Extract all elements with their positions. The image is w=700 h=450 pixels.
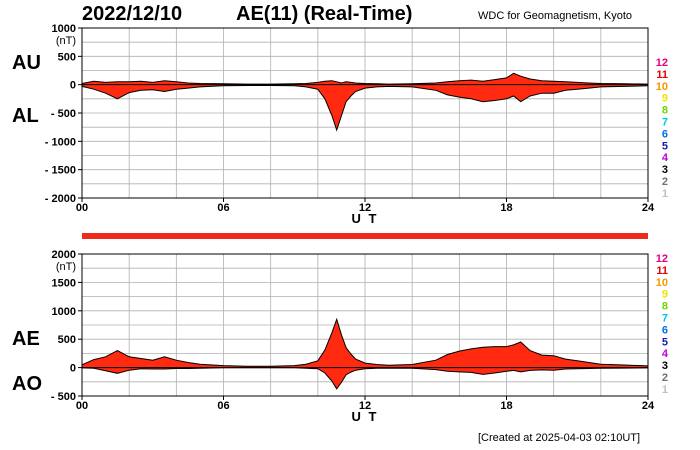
x-tick-label: 06 — [217, 202, 229, 214]
series-line-al — [81, 85, 649, 132]
hour-legend-item: 2 — [662, 372, 668, 384]
y-tick-label: - 500 — [51, 108, 76, 120]
hour-legend-item: 4 — [662, 348, 669, 360]
hour-legend-item: 12 — [656, 253, 668, 265]
hour-legend-item: 8 — [662, 105, 668, 117]
x-axis-label: U T — [352, 409, 379, 424]
hour-legend-item: 8 — [662, 301, 668, 313]
chart-date: 2022/12/10 — [82, 3, 183, 25]
y-tick-label: 2000 — [52, 249, 76, 261]
chart-title: AE(11) (Real-Time) — [236, 3, 413, 25]
panel-0: 1000 500 0 - 500 - 1000 - 1500 - 2000 (nT) 00 06 1… — [45, 23, 669, 226]
series-line-ao — [81, 367, 649, 390]
y-tick-label: - 500 — [51, 391, 76, 403]
x-tick-label: 12 — [359, 400, 371, 412]
hour-legend-item: 7 — [662, 313, 668, 325]
x-tick-label: 18 — [500, 202, 512, 214]
hour-legend-item: 5 — [662, 140, 668, 152]
y-tick-label: 0 — [70, 80, 76, 92]
hour-legend-item: 6 — [662, 128, 668, 140]
x-tick-label: 24 — [642, 400, 655, 412]
y-tick-label: 1000 — [52, 306, 76, 318]
x-tick-label: 00 — [76, 202, 88, 214]
hour-legend-item: 3 — [662, 360, 668, 372]
y-unit-label: (nT) — [56, 261, 76, 273]
hour-legend-item: 7 — [662, 117, 668, 129]
series-line-ae — [81, 317, 649, 367]
data-source: WDC for Geomagnetism, Kyoto — [478, 10, 633, 22]
created-timestamp: [Created at 2025-04-03 02:10UT] — [478, 432, 641, 444]
ae-label: AE — [12, 328, 40, 350]
y-tick-label: 1500 — [52, 277, 76, 289]
y-tick-label: - 1000 — [45, 136, 76, 148]
x-tick-label: 06 — [217, 400, 229, 412]
y-tick-label: - 2000 — [45, 193, 76, 205]
hour-legend-item: 11 — [656, 265, 668, 277]
series-area — [82, 73, 648, 130]
y-tick-label: 500 — [58, 334, 76, 346]
x-tick-label: 12 — [359, 202, 371, 214]
hour-legend-item: 1 — [662, 188, 668, 200]
hour-legend-item: 10 — [656, 81, 668, 93]
ao-label: AO — [12, 373, 42, 395]
x-axis-label: U T — [352, 211, 379, 226]
y-tick-label: 1000 — [52, 23, 76, 35]
status-bar — [82, 233, 648, 239]
au-label: AU — [12, 52, 41, 74]
hour-legend-item: 4 — [662, 152, 669, 164]
hour-legend-item: 11 — [656, 69, 668, 81]
x-tick-label: 18 — [500, 400, 512, 412]
y-tick-label: 500 — [58, 51, 76, 63]
y-unit-label: (nT) — [56, 35, 76, 47]
hour-legend-item: 9 — [662, 93, 668, 105]
x-tick-label: 24 — [642, 202, 655, 214]
hour-legend-item: 10 — [656, 277, 668, 289]
hour-legend-item: 12 — [656, 57, 668, 69]
hour-legend-item: 6 — [662, 324, 668, 336]
al-label: AL — [12, 105, 39, 127]
x-tick-label: 00 — [76, 400, 88, 412]
y-tick-label: - 1500 — [45, 165, 76, 177]
hour-legend-item: 9 — [662, 289, 668, 301]
hour-legend-item: 3 — [662, 164, 668, 176]
y-tick-label: 0 — [70, 363, 76, 375]
hour-legend-item: 1 — [662, 384, 668, 396]
series-area — [82, 319, 648, 389]
series-line-au — [81, 72, 649, 85]
hour-legend-item: 5 — [662, 336, 668, 348]
hour-legend-item: 2 — [662, 176, 668, 188]
